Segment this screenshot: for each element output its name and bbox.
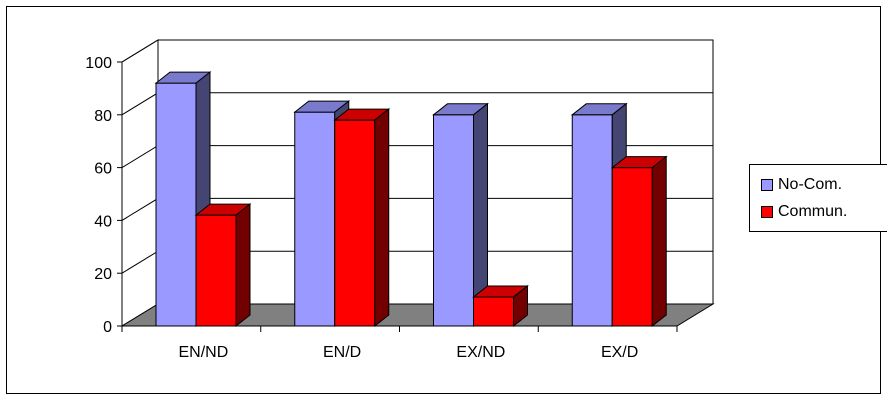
legend-label-no-com: No-Com. — [778, 176, 843, 193]
bar-commun-ex-d — [610, 155, 668, 328]
y-tick-label-100: 100 — [85, 55, 112, 72]
bar-front — [571, 114, 613, 327]
x-tick-label-en-nd: EN/ND — [178, 344, 228, 361]
legend-item-commun: Commun. — [761, 202, 847, 222]
y-tick-label-20: 20 — [94, 266, 112, 283]
bar-front — [433, 114, 474, 327]
gridline — [121, 39, 713, 63]
bar-commun-en-nd — [194, 203, 252, 328]
y-tick-label-80: 80 — [94, 108, 112, 125]
legend-label-commun: Commun. — [778, 203, 848, 220]
x-tick-label-ex-d: EX/D — [601, 344, 638, 361]
legend-item-no-com: No-Com. — [761, 175, 842, 195]
bar-front — [155, 82, 197, 327]
bar-side — [513, 284, 528, 328]
bar-front — [473, 296, 514, 327]
x-tick-label-en-d: EN/D — [323, 344, 361, 361]
bar-side — [374, 108, 390, 328]
bar-no-com-ex-nd — [432, 102, 489, 328]
y-tick-label-40: 40 — [94, 213, 112, 230]
bar-side — [235, 203, 251, 328]
y-tick-labels: 0 20 40 60 80 100 — [85, 55, 112, 336]
category-labels: EN/ND EN/D EX/ND EX/D — [178, 344, 638, 361]
bar-side — [651, 155, 667, 328]
bar-front — [611, 167, 653, 327]
bar-commun-ex-nd — [472, 284, 529, 328]
bar-commun-en-d — [333, 108, 391, 328]
y-tick-label-0: 0 — [103, 319, 112, 336]
legend: No-Com. Commun. — [749, 164, 887, 232]
side-wall — [121, 39, 159, 327]
legend-swatch-commun — [761, 206, 773, 218]
bar-front — [334, 119, 376, 327]
bars — [154, 71, 668, 328]
bar-front — [195, 214, 237, 327]
legend-swatch-no-com — [761, 179, 773, 191]
bar-front — [294, 111, 336, 327]
x-tick-label-ex-nd: EX/ND — [456, 344, 505, 361]
y-tick-label-60: 60 — [94, 161, 112, 178]
